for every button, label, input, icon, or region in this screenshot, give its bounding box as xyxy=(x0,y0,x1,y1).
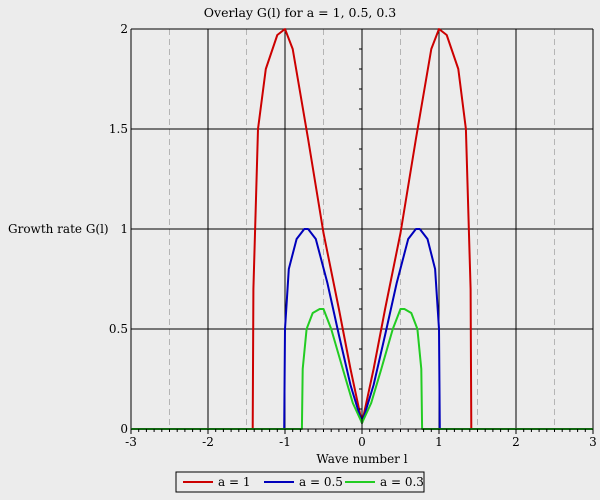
chart-title: Overlay G(l) for a = 1, 0.5, 0.3 xyxy=(204,5,397,20)
y-tick-label: 1.5 xyxy=(109,122,128,136)
y-tick-label: 0 xyxy=(120,422,128,436)
axes xyxy=(130,28,594,434)
legend-label: a = 0.3 xyxy=(380,475,424,489)
y-tick-label: 1 xyxy=(120,222,128,236)
y-tick-label: 2 xyxy=(120,22,128,36)
legend-box xyxy=(175,471,425,493)
x-tick-label: 1 xyxy=(435,435,443,449)
x-tick-label: -2 xyxy=(202,435,214,449)
y-tick-label: 0.5 xyxy=(109,322,128,336)
x-axis-label: Wave number l xyxy=(316,452,407,466)
tick-labels: -3 -2 -1 0 1 2 3 0 0.5 1 1.5 2 xyxy=(109,22,597,449)
x-tick-label: -1 xyxy=(279,435,291,449)
x-tick-label: 0 xyxy=(358,435,366,449)
x-tick-label: -3 xyxy=(125,435,137,449)
x-tick-label: 2 xyxy=(512,435,520,449)
legend: a = 1 a = 0.5 a = 0.3 xyxy=(175,471,425,493)
legend-items: a = 1 a = 0.5 a = 0.3 xyxy=(183,475,424,489)
legend-label: a = 0.5 xyxy=(299,475,343,489)
y-axis-label: Growth rate G(l) xyxy=(8,222,109,236)
x-tick-label: 3 xyxy=(589,435,597,449)
legend-label: a = 1 xyxy=(218,475,250,489)
